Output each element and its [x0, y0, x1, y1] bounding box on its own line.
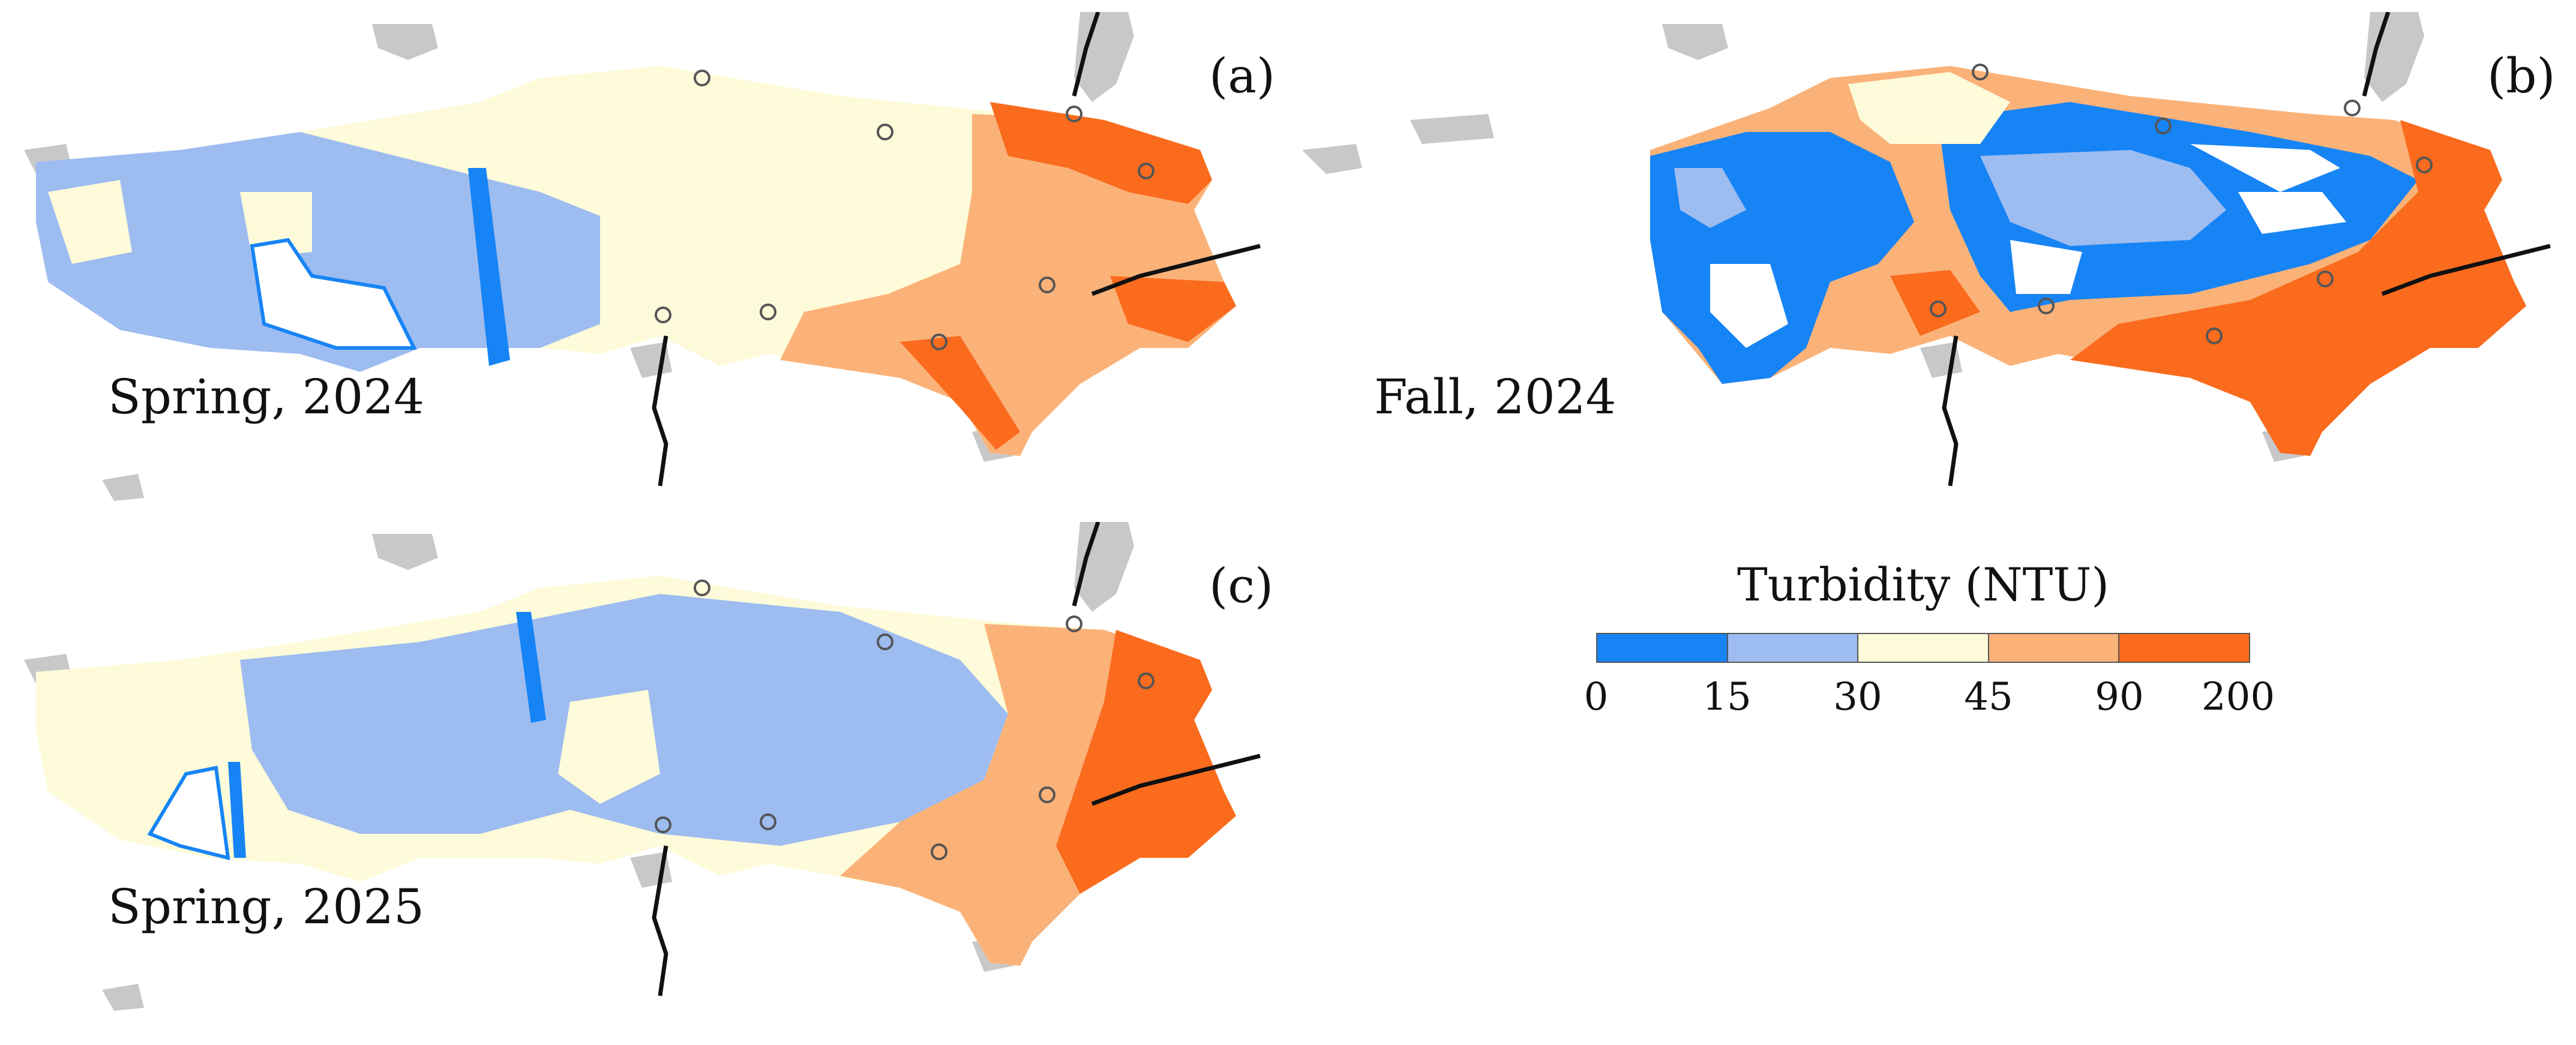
legend-color-bar: [1596, 633, 2250, 663]
legend-tick: 200: [2201, 675, 2275, 719]
legend-swatch: [1728, 634, 1859, 662]
legend-swatch: [1597, 634, 1728, 662]
legend-tick: 0: [1584, 675, 1609, 719]
station-markers: [655, 70, 1154, 350]
station-markers: [1930, 64, 2433, 344]
legend-tick: 15: [1702, 675, 1752, 719]
season-label: Fall, 2024: [1374, 369, 1617, 425]
map-panel-a: (a) Spring, 2024: [0, 12, 1290, 510]
rivers: [652, 12, 1261, 487]
legend-tick: 45: [1964, 675, 2013, 719]
season-label: Spring, 2025: [108, 879, 425, 935]
rivers: [652, 522, 1261, 996]
turbidity-legend: Turbidity (NTU) 0 15 30 45 90 200: [1548, 558, 2298, 738]
panel-label: (b): [2487, 48, 2556, 104]
legend-tick: 30: [1833, 675, 1882, 719]
legend-tick: 90: [2095, 675, 2144, 719]
station-markers: [655, 579, 1154, 860]
legend-title: Turbidity (NTU): [1737, 558, 2110, 611]
legend-swatch: [1989, 634, 2120, 662]
legend-swatch: [1858, 634, 1989, 662]
panel-label: (c): [1209, 558, 1274, 614]
map-panel-b: (b) Fall, 2024: [1290, 12, 2576, 510]
turbidity-map-a: [24, 12, 1261, 501]
panel-label: (a): [1209, 48, 1276, 104]
season-label: Spring, 2024: [108, 369, 425, 425]
legend-swatch: [2119, 634, 2249, 662]
turbidity-map-b: [1302, 12, 2551, 487]
turbidity-map-c: [24, 522, 1261, 1011]
rivers: [1942, 12, 2551, 487]
map-panel-c: (c) Spring, 2025: [0, 522, 1290, 1020]
